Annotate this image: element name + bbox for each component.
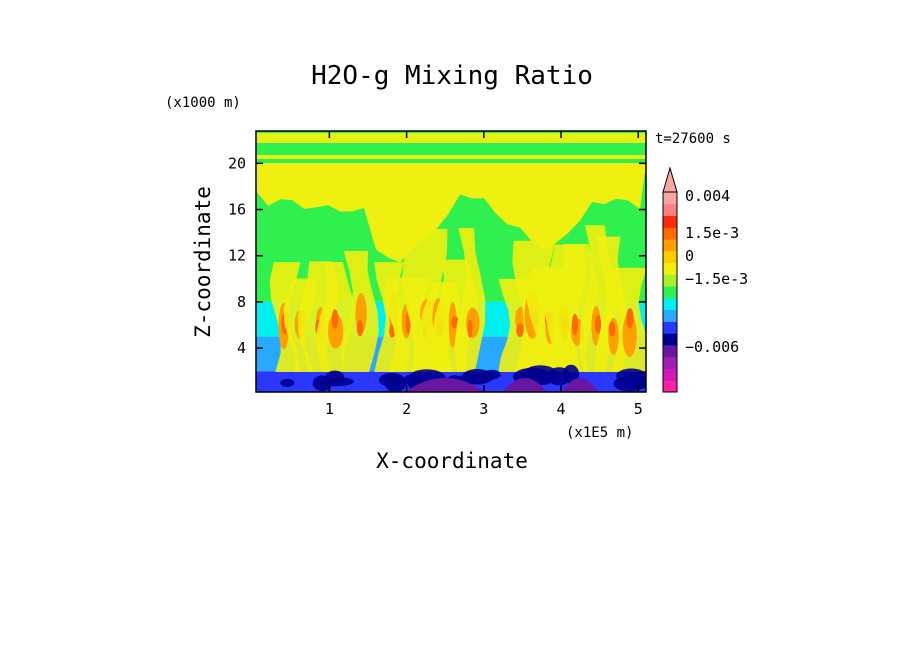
plume-core-inner-18 <box>626 308 634 329</box>
colorbar-segment-9 <box>663 274 677 287</box>
colorbar-segment-11 <box>663 250 677 264</box>
colorbar-label-2: 0 <box>685 247 694 265</box>
top-layer-1 <box>256 155 646 159</box>
x-axis-title: X-coordinate <box>376 449 528 473</box>
plume-core-inner-10 <box>467 319 473 339</box>
top-layer-2 <box>256 169 646 174</box>
plume-10 <box>454 227 486 372</box>
colorbar-segment-2 <box>663 356 677 369</box>
y-unit-note: (x1000 m) <box>165 95 241 111</box>
colorbar-label-1: 1.5e-3 <box>685 224 739 242</box>
x-unit-note: (x1E5 m) <box>566 425 633 441</box>
field-features <box>256 133 646 392</box>
upper-moist-layer <box>256 163 646 263</box>
y-axis-ticks: 4 8 12 16 20 <box>228 154 646 357</box>
colorbar-label-4: −0.006 <box>685 338 739 356</box>
colorbar-segment-10 <box>663 262 677 275</box>
colorbar-segment-7 <box>663 297 677 311</box>
low-patch-19 <box>384 373 407 392</box>
surface-cell-0 <box>405 378 485 392</box>
plume-core-inner-17 <box>608 321 616 337</box>
plume-core-inner-11 <box>516 323 524 338</box>
low-patch-14 <box>616 368 646 384</box>
time-label: t=27600 s <box>655 131 731 147</box>
colorbar-segment-5 <box>663 321 677 334</box>
colorbar-segment-14 <box>663 215 677 228</box>
colorbar-segment-1 <box>663 368 677 381</box>
colorbar-segment-0 <box>663 380 677 393</box>
colorbar-segment-15 <box>663 203 677 217</box>
colorbar-labels: 0.004 1.5e-3 0 −1.5e-3 −0.006 <box>685 187 748 356</box>
colorbar-segment-13 <box>663 227 677 240</box>
x-tick-label-2: 3 <box>479 400 488 418</box>
colorbar-segment-6 <box>663 309 677 322</box>
colorbar-label-3: −1.5e-3 <box>685 270 748 288</box>
top-layer-0 <box>256 133 646 143</box>
plot-area <box>256 131 646 392</box>
x-axis-ticks: 1 2 3 4 5 <box>325 131 643 418</box>
plume-core-inner-4 <box>356 320 364 337</box>
colorbar <box>662 166 678 393</box>
x-tick-label-3: 4 <box>557 400 566 418</box>
y-tick-label-3: 16 <box>228 201 246 219</box>
y-tick-label-1: 8 <box>237 293 246 311</box>
plume-core-3 <box>328 313 344 349</box>
x-tick-label-1: 2 <box>402 400 411 418</box>
surface-cell-1 <box>503 378 547 392</box>
plume-core-18 <box>622 313 637 357</box>
colorbar-segment-3 <box>663 344 677 358</box>
colorbar-segment-4 <box>663 333 677 346</box>
colorbar-segment-12 <box>663 239 677 252</box>
chart-title: H2O-g Mixing Ratio <box>311 61 593 91</box>
surface-cell-2 <box>562 378 598 392</box>
plume-core-inner-3 <box>331 309 339 329</box>
colorbar-extend-arrow <box>662 166 678 193</box>
plume-core-inner-15 <box>571 313 579 336</box>
x-tick-label-4: 5 <box>634 400 643 418</box>
plot-frame <box>255 130 647 393</box>
colorbar-frame <box>662 191 678 393</box>
colorbar-segment-8 <box>663 286 677 299</box>
low-patch-2 <box>280 378 295 387</box>
colorbar-segment-16 <box>663 192 677 205</box>
low-patch-16 <box>461 368 493 385</box>
y-tick-label-2: 12 <box>228 247 246 265</box>
y-axis-title: Z-coordinate <box>191 186 215 338</box>
x-tick-label-0: 1 <box>325 400 334 418</box>
colorbar-label-0: 0.004 <box>685 187 730 205</box>
plume-core-inner-16 <box>594 315 602 334</box>
y-tick-label-4: 20 <box>228 154 246 172</box>
y-tick-label-0: 4 <box>237 339 246 357</box>
low-patch-21 <box>319 376 354 387</box>
